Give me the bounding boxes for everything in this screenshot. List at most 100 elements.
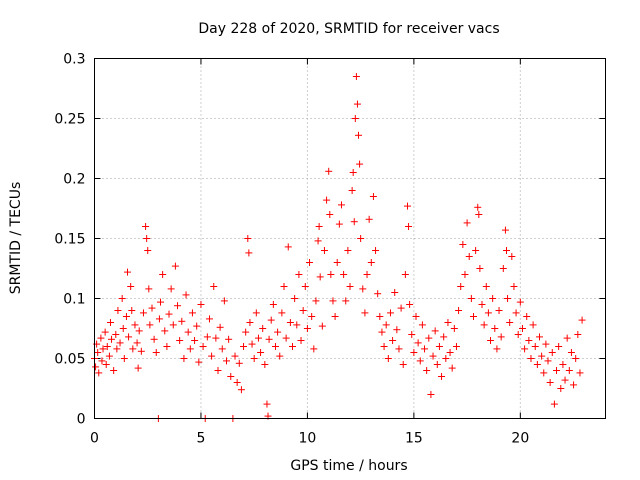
data-point — [493, 345, 501, 353]
data-point — [401, 271, 409, 278]
data-point — [310, 345, 318, 353]
data-point — [231, 352, 239, 360]
data-point — [101, 328, 109, 336]
y-tick-label: 0 — [77, 412, 86, 428]
data-point — [205, 315, 213, 323]
grid-lines — [94, 58, 606, 419]
data-point — [113, 345, 121, 353]
data-point — [308, 313, 316, 320]
data-point — [489, 295, 497, 302]
data-point — [291, 295, 299, 302]
data-point — [523, 313, 531, 320]
data-point — [325, 167, 333, 175]
data-point — [535, 333, 543, 341]
data-point — [546, 379, 554, 386]
data-point — [480, 321, 488, 329]
data-point — [280, 283, 288, 290]
data-point — [223, 357, 231, 365]
data-point — [271, 343, 279, 350]
data-point — [380, 343, 388, 350]
data-point — [335, 220, 343, 228]
data-point — [191, 337, 199, 344]
data-point — [259, 325, 267, 332]
data-point — [565, 367, 573, 374]
data-point — [301, 283, 309, 290]
data-point — [157, 298, 165, 306]
data-point — [227, 373, 235, 380]
data-point — [376, 313, 384, 320]
data-point — [135, 327, 143, 335]
data-point — [188, 309, 196, 317]
data-point — [143, 235, 151, 242]
data-point — [357, 235, 365, 242]
data-point — [94, 349, 102, 356]
data-point — [548, 349, 556, 356]
data-point — [152, 349, 160, 356]
data-point — [386, 309, 394, 317]
data-point — [180, 355, 188, 362]
data-point — [203, 333, 211, 341]
data-point — [501, 226, 509, 234]
data-point — [167, 285, 175, 293]
data-point — [327, 271, 335, 278]
data-point — [393, 326, 401, 334]
data-point — [159, 271, 167, 278]
data-point — [425, 334, 433, 342]
data-point — [521, 345, 529, 353]
data-point — [469, 313, 477, 320]
data-point — [474, 203, 482, 211]
data-point — [265, 335, 273, 343]
data-point — [356, 160, 364, 168]
data-point — [127, 283, 135, 290]
data-point — [397, 304, 405, 312]
data-point — [414, 339, 422, 347]
data-point — [540, 369, 548, 377]
data-point — [129, 345, 137, 353]
data-point — [544, 357, 552, 365]
data-point — [508, 253, 516, 260]
data-point — [178, 317, 186, 325]
data-point — [220, 297, 228, 305]
data-point — [429, 352, 437, 360]
data-point — [276, 352, 284, 360]
x-tick-label: 15 — [405, 431, 423, 447]
data-point — [197, 301, 205, 308]
data-point — [237, 386, 245, 394]
data-point — [257, 349, 265, 356]
data-point — [542, 340, 550, 348]
data-point — [118, 295, 126, 302]
data-point — [124, 268, 132, 276]
data-point — [378, 328, 386, 336]
data-point — [216, 323, 224, 331]
data-point — [561, 376, 569, 384]
data-point — [465, 253, 473, 260]
data-point — [348, 187, 356, 194]
data-point — [171, 262, 179, 270]
data-point — [367, 259, 375, 266]
data-point — [352, 73, 360, 80]
data-point — [423, 367, 431, 374]
data-point — [389, 337, 397, 344]
data-point — [97, 334, 105, 342]
data-point — [286, 319, 294, 326]
data-point — [557, 385, 565, 392]
data-point — [289, 343, 297, 350]
data-point — [337, 201, 345, 209]
data-point — [527, 355, 535, 362]
data-point — [478, 301, 486, 308]
data-point — [431, 327, 439, 335]
data-point — [504, 295, 512, 302]
data-point — [353, 100, 361, 108]
data-point — [435, 343, 443, 350]
data-point — [312, 297, 320, 305]
data-point — [512, 309, 520, 317]
data-point — [254, 334, 262, 342]
data-point — [427, 391, 435, 398]
data-point — [92, 363, 100, 371]
data-point — [563, 334, 571, 342]
data-point — [244, 235, 252, 242]
data-point — [510, 283, 518, 290]
data-point — [282, 334, 290, 342]
data-point — [351, 115, 359, 122]
